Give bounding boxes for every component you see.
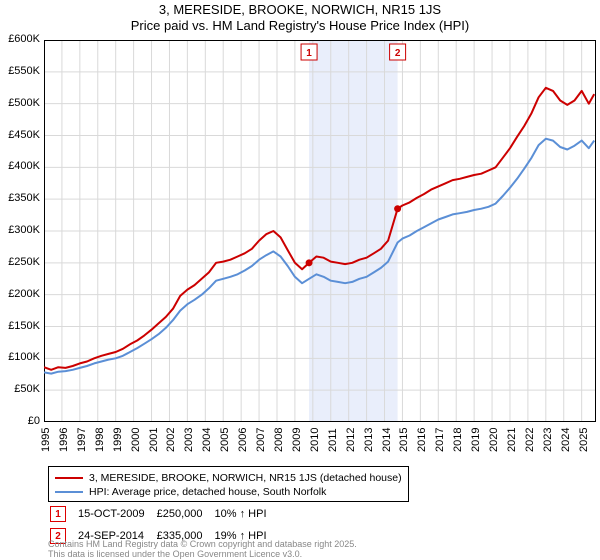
legend-swatch-series1 [55,477,83,479]
price-cell: £250,000 [157,504,213,524]
svg-text:1: 1 [306,48,312,59]
x-tick-label: 2009 [291,428,303,452]
y-tick-label: £200K [0,288,40,300]
footer-line2: This data is licensed under the Open Gov… [48,550,357,560]
x-tick-label: 2007 [255,428,267,452]
y-tick-label: £350K [0,192,40,204]
y-tick-label: £450K [0,129,40,141]
x-tick-label: 2024 [560,428,572,452]
x-tick-label: 2018 [452,428,464,452]
x-tick-label: 2001 [148,428,160,452]
chart-svg: 12 [44,40,596,422]
y-tick-label: £400K [0,160,40,172]
x-tick-label: 1995 [40,428,52,452]
pct-cell: 10% ↑ HPI [215,504,277,524]
date-cell: 15-OCT-2009 [78,504,155,524]
x-tick-label: 2002 [165,428,177,452]
title-line2: Price paid vs. HM Land Registry's House … [0,18,600,34]
y-tick-label: £50K [0,383,40,395]
svg-text:2: 2 [395,48,401,59]
x-tick-label: 2023 [542,428,554,452]
x-tick-label: 2014 [381,428,393,452]
y-tick-label: £150K [0,320,40,332]
x-tick-label: 2012 [345,428,357,452]
x-tick-label: 2010 [309,428,321,452]
x-tick-label: 2006 [237,428,249,452]
y-tick-label: £100K [0,351,40,363]
x-tick-label: 2000 [130,428,142,452]
x-tick-label: 2013 [363,428,375,452]
legend-label-series1: 3, MERESIDE, BROOKE, NORWICH, NR15 1JS (… [89,472,402,484]
x-tick-label: 2020 [488,428,500,452]
legend-row-series1: 3, MERESIDE, BROOKE, NORWICH, NR15 1JS (… [55,471,402,485]
x-tick-label: 2011 [327,428,339,452]
x-tick-label: 2004 [201,428,213,452]
x-tick-label: 2015 [398,428,410,452]
x-tick-label: 2016 [416,428,428,452]
legend-swatch-series2 [55,491,83,493]
footer: Contains HM Land Registry data © Crown c… [48,540,357,560]
legend-label-series2: HPI: Average price, detached house, Sout… [89,486,326,498]
y-tick-label: £0 [0,415,40,427]
legend-row-series2: HPI: Average price, detached house, Sout… [55,485,402,499]
x-tick-label: 2021 [506,428,518,452]
y-tick-label: £250K [0,256,40,268]
marker-cell: 1 [50,504,76,524]
y-tick-label: £300K [0,224,40,236]
x-tick-label: 2022 [524,428,536,452]
x-tick-label: 2003 [183,428,195,452]
x-tick-label: 1996 [58,428,70,452]
x-tick-label: 1998 [94,428,106,452]
table-row: 1 15-OCT-2009 £250,000 10% ↑ HPI [50,504,277,524]
marker-badge-1: 1 [50,506,66,522]
x-tick-label: 2025 [578,428,590,452]
title-line1: 3, MERESIDE, BROOKE, NORWICH, NR15 1JS [0,2,600,18]
y-tick-label: £600K [0,33,40,45]
x-tick-label: 1997 [76,428,88,452]
legend: 3, MERESIDE, BROOKE, NORWICH, NR15 1JS (… [48,466,409,502]
y-tick-label: £550K [0,65,40,77]
x-tick-label: 1999 [112,428,124,452]
x-tick-label: 2017 [434,428,446,452]
x-tick-label: 2005 [219,428,231,452]
chart-title: 3, MERESIDE, BROOKE, NORWICH, NR15 1JS P… [0,0,600,35]
y-tick-label: £500K [0,97,40,109]
x-tick-label: 2008 [273,428,285,452]
chart-area: 12 [44,40,596,422]
x-tick-label: 2019 [470,428,482,452]
